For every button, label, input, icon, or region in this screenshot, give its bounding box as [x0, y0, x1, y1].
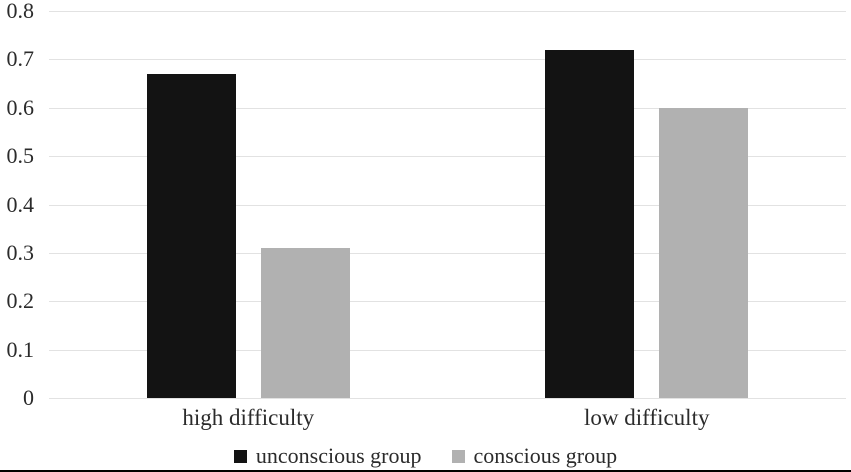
gridline: [49, 301, 846, 303]
y-tick-label: 0.6: [6, 94, 35, 120]
y-tick-label: 0.8: [6, 0, 35, 23]
y-tick-label: 0.1: [6, 336, 35, 362]
gridline: [49, 204, 846, 206]
x-axis: high difficulty low difficulty: [49, 402, 846, 434]
gridline: [49, 59, 846, 61]
y-tick-label: 0.7: [6, 46, 35, 72]
gridline: [49, 11, 846, 12]
gridline: [49, 349, 846, 351]
bar-unconscious-low: [545, 49, 635, 398]
plot-area: [49, 11, 846, 399]
legend-item: conscious group: [451, 443, 618, 469]
legend-swatch-icon: [233, 449, 247, 463]
bar-conscious-high: [260, 248, 350, 398]
gridline: [49, 156, 846, 158]
legend-item: unconscious group: [233, 443, 422, 469]
legend: unconscious group conscious group: [0, 443, 851, 469]
y-tick-label: 0.5: [6, 143, 35, 169]
y-tick-label: 0.3: [6, 239, 35, 265]
y-axis: 0 0.1 0.2 0.3 0.4 0.5 0.6 0.7 0.8: [0, 0, 38, 410]
bar-unconscious-high: [146, 73, 236, 398]
x-tick-label: high difficulty: [182, 405, 315, 430]
gridline: [49, 398, 846, 399]
gridline: [49, 107, 846, 109]
legend-label: conscious group: [473, 443, 618, 468]
x-tick-label: low difficulty: [584, 405, 710, 430]
y-tick-label: 0.2: [6, 288, 35, 314]
y-tick-label: 0.4: [6, 191, 35, 217]
legend-swatch-icon: [451, 449, 465, 463]
bar-conscious-low: [659, 107, 749, 398]
figure-bottom-rule: [0, 470, 851, 472]
y-tick-label: 0: [23, 385, 34, 410]
legend-label: unconscious group: [255, 443, 422, 468]
gridline: [49, 252, 846, 254]
